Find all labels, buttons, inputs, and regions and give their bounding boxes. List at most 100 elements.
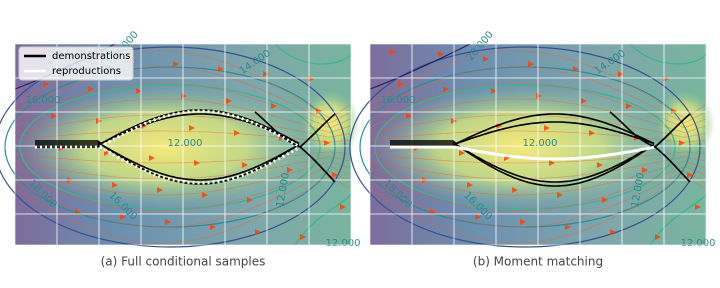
arrow [597,162,603,168]
arrow [663,76,669,82]
arrow [210,224,216,230]
arrow [398,81,404,87]
contour-label: 16.000 [26,95,61,106]
arrow [43,81,49,87]
arrow [51,113,57,119]
contour-label: 12.000 [168,138,203,149]
arrow [390,49,396,55]
arrow [602,197,608,203]
legend-label: reproductions [52,66,121,77]
arrow [120,214,126,220]
arrow [88,86,94,92]
contour [349,46,701,248]
arrow [687,172,693,178]
arrow [512,187,518,193]
arrow [557,192,563,198]
arrow [626,103,632,109]
demonstration [254,111,336,183]
arrow [255,229,261,235]
arrow [549,160,555,166]
arrow [242,162,248,168]
demonstration [35,109,300,145]
arrow [287,167,293,173]
arrow [642,167,648,173]
arrow [443,86,449,92]
contour [359,66,691,228]
arrow [75,209,81,215]
arrow [544,125,550,131]
arrow [695,204,701,210]
demonstration [390,142,655,183]
frame [14,43,352,246]
arrow [226,98,232,104]
arrow [655,234,661,240]
arrow [406,113,412,119]
arrow [308,76,314,82]
arrow [618,71,624,77]
arrow [581,98,587,104]
contour [369,43,471,90]
arrow [610,229,616,235]
demonstration [35,142,300,185]
arrow [263,71,269,77]
arrow [324,140,330,146]
demonstration [390,121,655,146]
arrow [491,88,497,94]
arrow [271,103,277,109]
arrow [528,61,534,67]
arrow [181,93,187,99]
arrow [165,219,171,225]
arrow [300,234,306,240]
reproduction [390,145,655,161]
demonstration [35,143,300,181]
arrow [234,130,240,136]
contour [4,66,336,228]
contour-label: 12.000 [326,238,361,249]
demonstration [390,113,655,145]
demonstration [35,113,300,146]
contour [374,84,676,210]
arrow [438,51,444,57]
arrow [467,182,473,188]
arrow [430,209,436,215]
arrow [475,214,481,220]
contour-label: 12.000 [523,138,558,149]
arrow [496,123,502,129]
arrow [279,135,285,141]
arrow [679,140,685,146]
caption: (b) Moment matching [473,255,603,269]
arrow [340,204,346,210]
arrow [189,125,195,131]
arrow [332,172,338,178]
frame [369,43,707,246]
contour-label: 12.000 [681,238,716,249]
arrow [536,93,542,99]
arrow [149,155,155,161]
arrow [112,182,118,188]
contour [0,46,346,248]
arrow [218,66,224,72]
contour [19,84,321,210]
arrow [247,197,253,203]
arrow [141,123,147,129]
arrow [157,187,163,193]
arrow [520,219,526,225]
contour-label: 16.000 [381,95,416,106]
arrow [316,108,322,114]
demonstration [609,111,691,183]
legend: demonstrations reproductions [18,46,134,81]
arrow [671,108,677,114]
legend-label: demonstrations [52,51,130,62]
arrow [194,160,200,166]
caption: (a) Full conditional samples [101,255,266,269]
arrow [565,224,571,230]
arrow [589,130,595,136]
arrow [202,192,208,198]
arrow [573,66,579,72]
arrow [136,88,142,94]
arrow [483,56,489,62]
legend-box [18,46,134,81]
